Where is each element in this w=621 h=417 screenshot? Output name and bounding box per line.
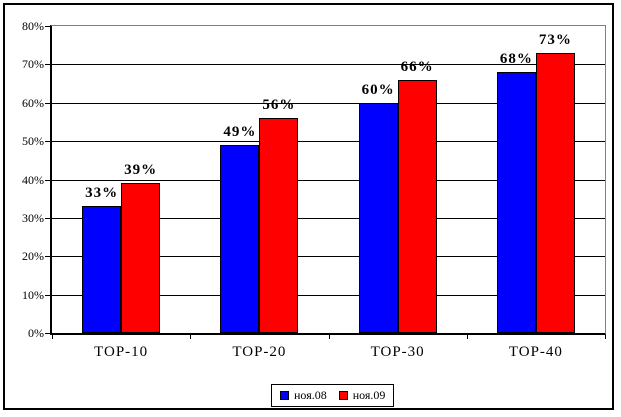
legend-series-label: ноя.08 [294,388,327,402]
y-axis-tick-label: 10% [22,287,44,302]
y-axis-tick-label: 40% [22,172,44,187]
x-axis-tick [52,335,53,339]
chart-outer-border [3,3,614,410]
y-axis-tick [45,217,51,219]
gridline [52,294,605,296]
y-axis-tick [45,256,51,258]
bar-value-label: 56% [262,97,296,114]
y-axis-tick [45,333,51,334]
gridline [52,102,605,104]
bar-value-label: 66% [400,58,434,75]
bar-ноя.09-top-30 [397,79,437,333]
bar-value-label: 60% [361,81,395,98]
y-axis-tick-label: 0% [28,326,44,340]
y-axis-tick [45,179,51,181]
category-label-top-40: TOP-40 [508,344,563,360]
category-label-top-20: TOP-20 [232,344,287,360]
y-axis-tick-label: 20% [22,249,44,264]
bar-value-label: 73% [538,31,572,48]
bar-ноя.08-top-30 [358,102,398,333]
plot-area: 33% 39% 49% 56% 60% 66% 68% 73% [50,25,606,335]
y-axis-tick-label: 30% [22,210,44,225]
gridline [52,217,605,219]
y-axis-tick-label: 60% [22,95,44,110]
bar-ноя.08-top-10 [82,206,122,333]
y-axis-tick [45,26,51,27]
bar-value-label: 33% [85,185,119,202]
gridline [52,179,605,181]
y-axis-tick-label: 50% [22,134,44,149]
y-axis-tick [45,64,51,66]
legend: ноя.08 ноя.09 [271,384,395,407]
legend-item: ноя.08 [280,388,327,403]
legend-color-swatch [280,391,289,400]
bar-ноя.09-top-40 [535,52,575,333]
bar-ноя.08-top-40 [496,72,536,333]
y-axis-tick [45,141,51,143]
y-axis-tick-label: 80% [22,19,44,33]
legend-item: ноя.09 [338,388,386,403]
legend-series-label: ноя.09 [352,388,386,402]
bar-value-label: 39% [124,162,158,179]
bar-ноя.09-top-20 [259,118,299,333]
x-axis-tick [466,335,468,339]
gridline [52,141,605,143]
bar-ноя.08-top-20 [220,144,260,333]
category-label-top-10: TOP-10 [94,344,149,360]
category-label-top-30: TOP-30 [370,344,425,360]
bar-ноя.09-top-10 [121,183,161,333]
x-axis-tick [190,335,192,339]
y-axis-tick [45,102,51,104]
x-axis-tick [328,335,330,339]
y-axis-tick-label: 70% [22,57,44,72]
legend-color-swatch [338,391,348,400]
gridline [52,64,605,66]
bar-value-label: 49% [223,123,257,140]
bar-value-label: 68% [499,51,533,68]
y-axis-tick [45,294,51,296]
gridline [52,256,605,258]
x-axis-tick [605,335,606,339]
